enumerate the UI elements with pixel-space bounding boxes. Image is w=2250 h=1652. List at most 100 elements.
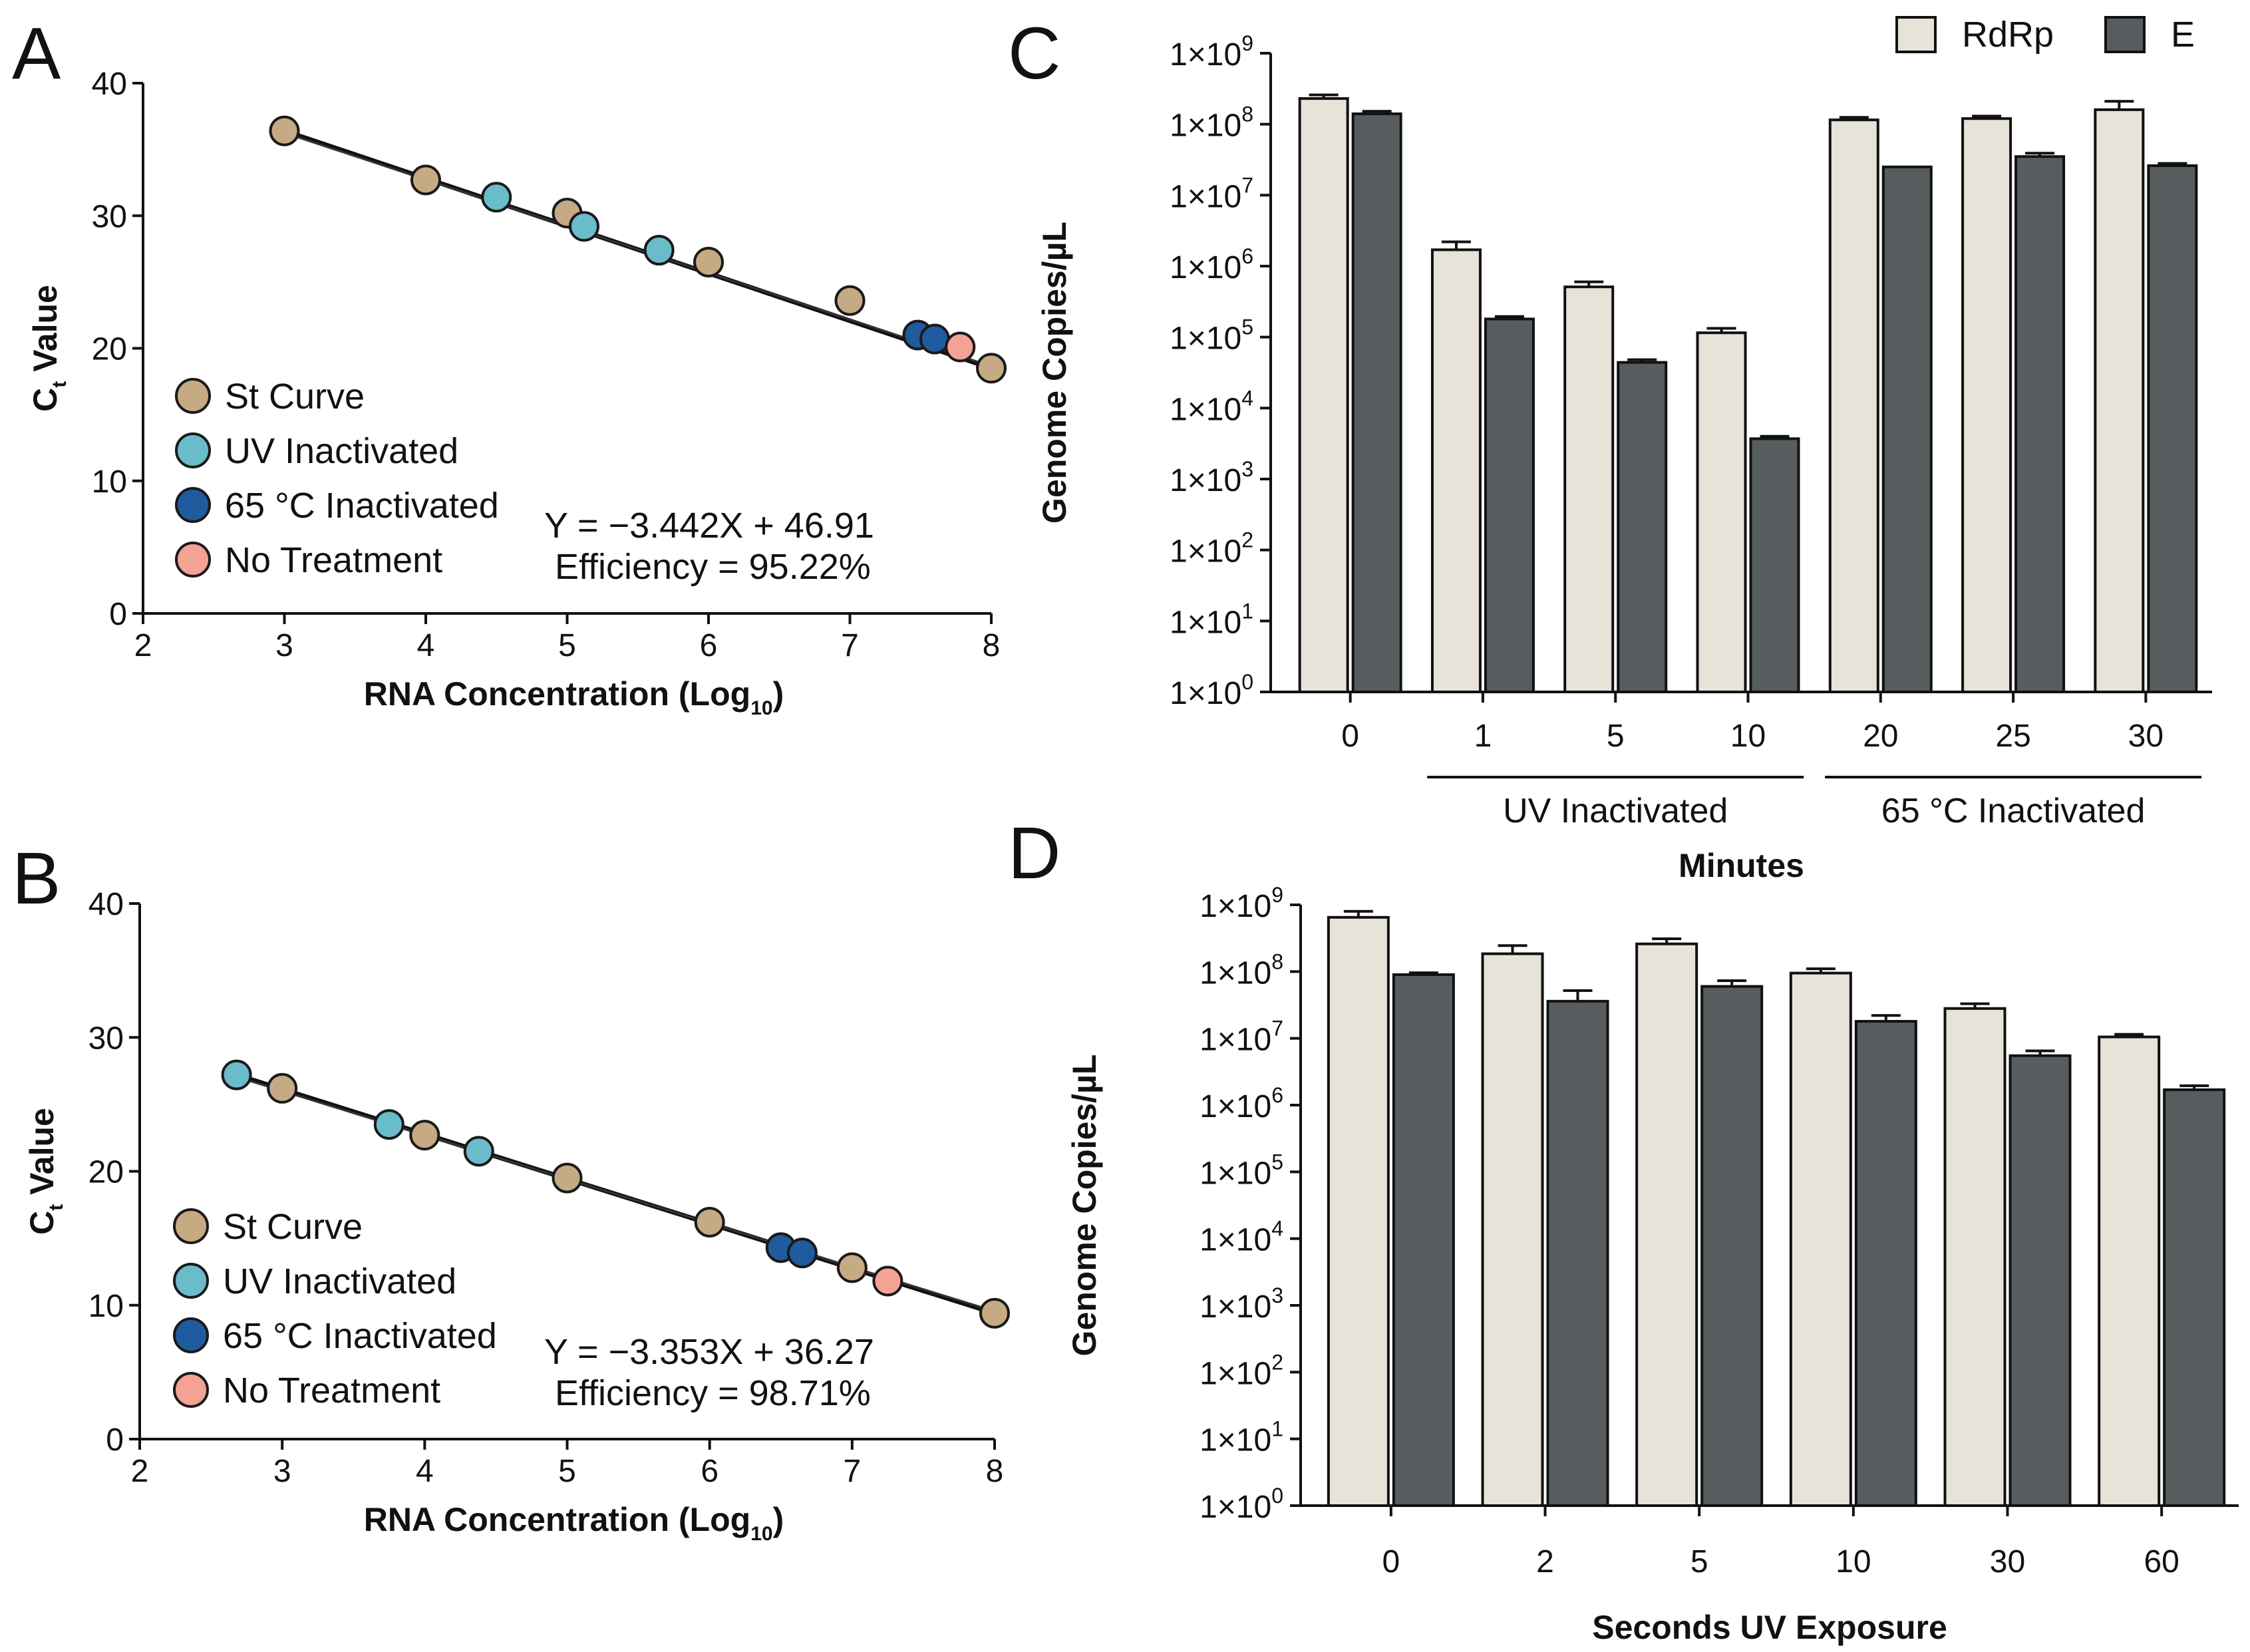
y-tick-label: 1×104	[1200, 1217, 1283, 1258]
y-tick-label: 1×101	[1170, 599, 1253, 640]
x-tick-label: 2	[131, 1454, 149, 1489]
y-tick-base: 1×10	[1170, 534, 1241, 570]
y-tick-label: 0	[109, 597, 127, 632]
y-tick-label: 1×108	[1200, 949, 1283, 991]
rdrp-bar	[1943, 1007, 2007, 1507]
y-tick-exponent: 7	[1271, 1017, 1283, 1041]
y-tick-label: 10	[92, 464, 127, 500]
y-tick-exponent: 4	[1241, 386, 1253, 410]
y-tick-base: 1×10	[1170, 108, 1241, 144]
x-tick-label: 10	[1836, 1544, 1871, 1579]
y-tick-base: 1×10	[1200, 889, 1271, 924]
legend-label: 65 °C Inactivated	[223, 1316, 497, 1356]
x-axis-title: RNA Concentration (Log10)	[364, 675, 784, 719]
data-point	[481, 182, 512, 213]
y-tick-base: 1×10	[1170, 605, 1241, 640]
y-tick-label: 30	[92, 199, 127, 234]
y-tick-base: 1×10	[1200, 1423, 1271, 1458]
data-point	[410, 164, 441, 196]
data-point	[693, 246, 724, 277]
y-axis-title: Ct Value	[23, 1108, 67, 1235]
x-tick-label: 20	[1863, 719, 1898, 754]
rdrp-bar	[1961, 117, 2012, 694]
x-tick-label: 3	[273, 1454, 291, 1489]
legend-swatch	[1895, 16, 1937, 53]
y-tick-label: 0	[106, 1422, 124, 1458]
y-tick-label: 1×106	[1170, 244, 1253, 285]
e-bar	[1617, 361, 1668, 693]
x-tick-label: 6	[701, 1454, 719, 1489]
x-axis-title-end: )	[773, 675, 784, 713]
y-tick-label: 40	[88, 887, 124, 922]
data-point	[463, 1136, 494, 1167]
x-tick-label: 5	[1690, 1544, 1708, 1579]
rdrp-bar	[1430, 248, 1482, 694]
y-tick-base: 1×10	[1200, 1023, 1271, 1058]
y-tick-base: 1×10	[1170, 392, 1241, 427]
x-tick-label: 30	[2128, 719, 2164, 754]
legend-label: UV Inactivated	[223, 1261, 456, 1301]
y-tick-label: 20	[92, 332, 127, 367]
y-tick-base: 1×10	[1170, 37, 1241, 73]
rdrp-bar	[1563, 285, 1615, 693]
x-tick-label: 5	[558, 628, 576, 663]
x-axis-title-text: RNA Concentration (Log	[364, 675, 750, 713]
rdrp-bar	[1481, 952, 1544, 1507]
x-tick-label: 7	[841, 628, 859, 663]
y-tick-exponent: 9	[1241, 31, 1253, 55]
y-tick-label: 1×108	[1170, 102, 1253, 144]
data-point	[979, 1297, 1010, 1329]
x-tick-label: 4	[417, 628, 435, 663]
regression-line-2	[284, 132, 992, 367]
y-tick-label: 1×101	[1200, 1417, 1283, 1458]
y-axis-title-end: Value	[23, 1108, 61, 1204]
x-tick-label: 5	[558, 1454, 576, 1489]
y-tick-exponent: 0	[1271, 1484, 1283, 1508]
legend-swatch	[2104, 16, 2146, 53]
panel-letter: B	[12, 838, 61, 919]
y-axis-title-end: Value	[27, 285, 64, 381]
legend-marker	[173, 1263, 209, 1299]
y-tick-label: 1×100	[1200, 1484, 1283, 1525]
legend-marker	[173, 1317, 209, 1353]
legend-label: E	[2171, 15, 2195, 55]
y-tick-exponent: 2	[1241, 528, 1253, 552]
x-tick-label: 10	[1730, 719, 1766, 754]
y-tick-label: 30	[88, 1021, 124, 1056]
e-bar	[1351, 112, 1402, 694]
y-axis-title-text: C	[27, 388, 64, 412]
equation-text: Y = −3.353X + 36.27	[544, 1332, 874, 1372]
data-point	[373, 1109, 404, 1140]
x-tick-label: 25	[1995, 719, 2030, 754]
y-tick-base: 1×10	[1200, 1289, 1271, 1325]
legend-marker	[175, 542, 211, 578]
panel-letter: A	[12, 13, 61, 94]
y-tick-label: 20	[88, 1155, 124, 1190]
data-point	[643, 235, 675, 266]
y-axis-title-text: C	[23, 1211, 61, 1235]
y-tick-exponent: 1	[1271, 1417, 1283, 1441]
legend-marker	[175, 432, 211, 468]
y-tick-exponent: 8	[1241, 102, 1253, 126]
x-tick-label: 6	[700, 628, 718, 663]
group-label: UV Inactivated	[1503, 792, 1728, 830]
x-tick-label: 2	[1536, 1544, 1554, 1579]
data-point	[872, 1265, 903, 1297]
y-axis-title: Ct Value	[27, 285, 71, 412]
y-tick-base: 1×10	[1170, 250, 1241, 285]
y-tick-label: 1×102	[1170, 528, 1253, 570]
y-tick-label: 1×105	[1170, 315, 1253, 357]
data-point	[976, 353, 1007, 384]
data-point	[221, 1059, 252, 1090]
y-tick-exponent: 2	[1271, 1350, 1283, 1374]
e-bar	[1546, 999, 1609, 1507]
y-tick-base: 1×10	[1170, 321, 1241, 357]
y-tick-exponent: 0	[1241, 670, 1253, 694]
e-bar	[1392, 973, 1455, 1507]
y-tick-base: 1×10	[1170, 463, 1241, 498]
rdrp-bar	[2098, 1035, 2161, 1507]
y-tick-label: 1×109	[1200, 883, 1283, 924]
